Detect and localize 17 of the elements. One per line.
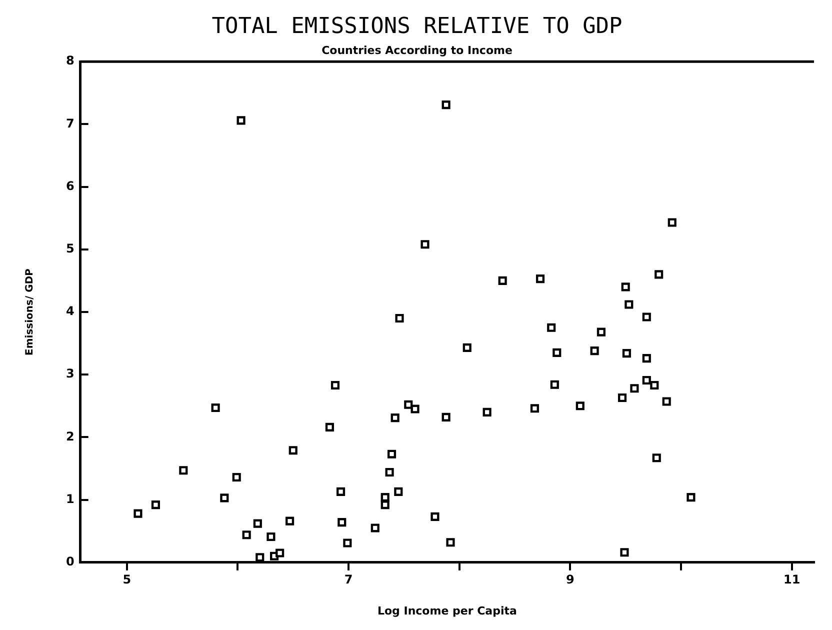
chart-title: TOTAL EMISSIONS RELATIVE TO GDP (212, 14, 622, 39)
y-tick-label: 1 (66, 492, 74, 506)
x-axis-title: Log Income per Capita (377, 604, 517, 618)
y-tick-label: 7 (66, 116, 74, 130)
y-tick-label: 3 (66, 366, 74, 381)
x-tick-label: 11 (783, 572, 800, 587)
y-tick-label: 5 (66, 242, 74, 256)
y-tick-label: 0 (66, 554, 74, 569)
y-axis-title: Emissions/ GDP (24, 268, 36, 356)
y-tick-label: 4 (66, 304, 74, 318)
chart-subtitle: Countries According to Income (322, 44, 512, 57)
x-tick-label: 9 (566, 572, 574, 587)
y-tick-label: 2 (66, 429, 74, 444)
x-tick-label: 5 (122, 572, 132, 587)
x-tick-label: 7 (344, 572, 353, 587)
y-tick-label: 6 (66, 178, 74, 193)
y-tick-label: 8 (66, 54, 74, 68)
